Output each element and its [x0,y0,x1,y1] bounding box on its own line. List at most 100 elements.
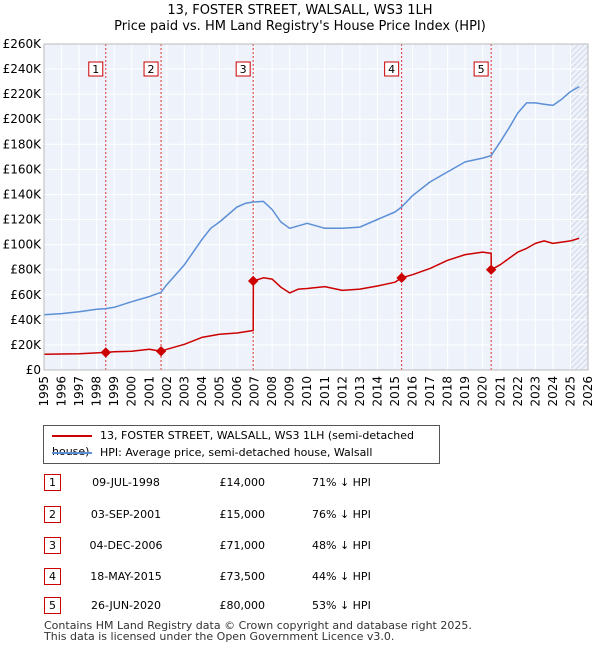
sale-number-label: 1 [92,63,99,76]
hpi-line [43,85,580,316]
x-tick-label: 2009 [283,376,297,407]
x-tick-label: 2013 [353,376,367,407]
x-tick-label: 2019 [458,376,472,407]
sale-price: £73,500 [219,570,266,583]
x-tick-label: 2008 [265,376,279,407]
legend-swatch-property [52,435,92,437]
sale-number-badge: 1 [44,474,61,491]
x-tick-label: 2005 [212,376,226,407]
x-tick-label: 2006 [230,376,244,407]
sale-hpi-diff: 71% ↓ HPI [312,476,371,489]
sale-number-badge: 4 [44,568,61,585]
y-tick-label: £0 [26,363,41,377]
y-tick-label: £100K [3,238,43,252]
x-tick-label: 1998 [90,376,104,407]
x-tick-label: 2022 [511,376,525,407]
y-tick-label: £20K [10,338,42,352]
x-tick-label: 1999 [107,376,121,407]
sale-hpi-diff: 48% ↓ HPI [312,539,371,552]
sale-date: 26-JUN-2020 [90,599,162,612]
legend: 13, FOSTER STREET, WALSALL, WS3 1LH (sem… [43,425,440,464]
sale-hpi-diff: 44% ↓ HPI [312,570,371,583]
footer-attribution: Contains HM Land Registry data © Crown c… [44,620,472,642]
sale-number-box [143,61,159,77]
x-tick-label: 2012 [335,376,349,407]
sale-date: 18-MAY-2015 [90,570,162,583]
x-tick-label: 2007 [248,376,262,407]
y-tick-label: £240K [3,62,43,76]
y-tick-label: £40K [10,313,42,327]
sale-price: £80,000 [219,599,266,612]
x-tick-label: 2017 [423,376,437,407]
x-tick-label: 2018 [441,376,455,407]
sale-row: 2 03-SEP-2001 £15,000 76% ↓ HPI [0,506,600,526]
sale-number-badge: 2 [44,506,61,523]
sale-date: 09-JUL-1998 [92,476,160,489]
legend-label-property: 13, FOSTER STREET, WALSALL, WS3 1LH (sem… [52,429,414,458]
sale-number-box [384,61,400,77]
legend-swatch-hpi [52,452,92,454]
x-tick-label: 2000 [125,376,139,407]
sale-point-marker [155,345,167,357]
sale-price: £14,000 [219,476,266,489]
x-tick-label: 2011 [318,376,332,407]
x-tick-label: 2023 [528,376,542,407]
sale-number-label: 3 [240,63,247,76]
sale-row: 3 04-DEC-2006 £71,000 48% ↓ HPI [0,537,600,557]
sale-point-marker [485,264,497,275]
sale-row: 1 09-JUL-1998 £14,000 71% ↓ HPI [0,474,600,494]
sale-hpi-diff: 76% ↓ HPI [312,508,371,521]
sale-date: 04-DEC-2006 [89,539,163,552]
price-chart: 13, FOSTER STREET, WALSALL, WS3 1LH Pric… [3,3,595,407]
property-price-line [43,237,580,356]
x-tick-label: 2014 [370,376,384,407]
x-tick-label: 1996 [55,376,69,407]
sale-point-marker [396,272,407,284]
plot-area [44,44,588,370]
chart-title: 13, FOSTER STREET, WALSALL, WS3 1LH [167,3,432,18]
sale-number-label: 4 [388,63,395,76]
x-tick-label: 2020 [476,376,490,407]
sale-row: 4 18-MAY-2015 £73,500 44% ↓ HPI [0,568,600,588]
sale-point-marker [247,275,259,287]
x-tick-label: 2003 [177,376,191,407]
y-tick-label: £260K [3,37,43,51]
x-tick-label: 2025 [563,376,577,407]
future-hatch [570,44,588,370]
y-tick-label: £80K [10,263,42,277]
x-tick-label: 2004 [195,376,209,407]
x-tick-label: 1997 [72,376,86,407]
sale-number-badge: 3 [44,537,61,554]
legend-label-hpi: HPI: Average price, semi-detached house,… [100,446,373,459]
sale-hpi-diff: 53% ↓ HPI [312,599,371,612]
sale-number-box [473,61,489,77]
y-tick-label: £140K [3,187,43,201]
sale-number-box [235,61,251,77]
y-tick-label: £120K [3,213,43,227]
footer-copyright: Contains HM Land Registry data © Crown c… [44,619,472,632]
sale-number-box [88,61,104,77]
y-tick-label: £160K [3,162,43,176]
y-tick-label: £200K [3,112,43,126]
x-tick-label: 2016 [406,376,420,407]
y-tick-label: £220K [3,87,43,101]
sale-price: £15,000 [219,508,266,521]
sale-number-label: 5 [478,63,485,76]
sale-number-label: 2 [148,63,155,76]
chart-subtitle: Price paid vs. HM Land Registry's House … [114,19,486,34]
sale-point-marker [100,347,111,358]
legend-item-property: 13, FOSTER STREET, WALSALL, WS3 1LH (sem… [52,428,439,458]
x-tick-label: 2026 [581,376,595,407]
y-tick-label: £60K [10,288,42,302]
x-tick-label: 1995 [37,376,51,407]
plot-border [43,43,589,371]
x-tick-label: 2015 [388,376,402,407]
sale-number-badge: 5 [44,597,61,614]
x-tick-label: 2001 [142,376,156,407]
legend-item-hpi: HPI: Average price, semi-detached house,… [52,445,372,461]
sale-row: 5 26-JUN-2020 £80,000 53% ↓ HPI [0,597,600,617]
y-tick-label: £180K [3,137,43,151]
x-tick-label: 2021 [493,376,507,407]
sale-price: £71,000 [219,539,266,552]
x-tick-label: 2024 [546,376,560,407]
